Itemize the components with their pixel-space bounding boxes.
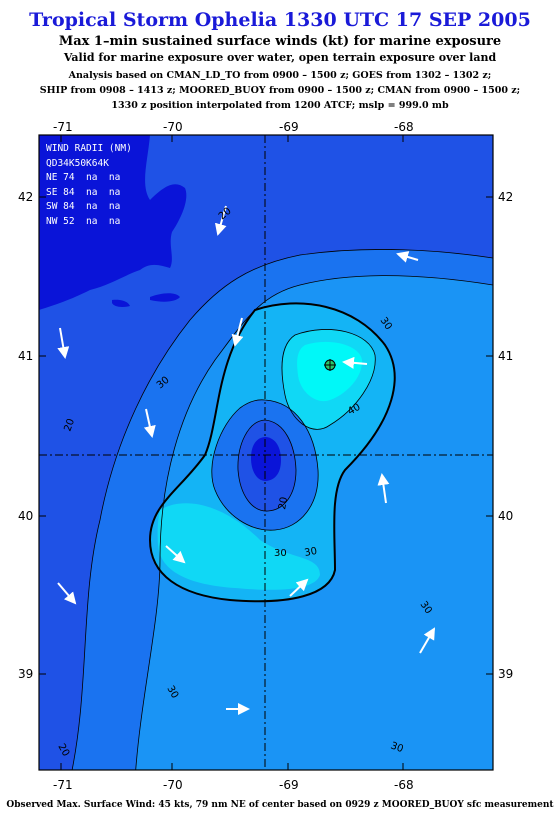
lat-label-right: 40 (498, 509, 513, 523)
observed-max-marker (324, 359, 336, 371)
map-subtitle-exposure: Valid for marine exposure over water, op… (63, 51, 497, 64)
wind-vector (57, 327, 70, 359)
wind-vector (289, 578, 309, 597)
contour-line-inner-2 (237, 419, 297, 512)
contour-label: 20 (277, 496, 290, 510)
wind-vectors (57, 205, 436, 715)
fill-level-45 (297, 341, 363, 402)
lon-label-bottom: -68 (394, 778, 414, 792)
wind-vector (214, 205, 227, 236)
wind-radii-row-nw: NW 52 na na (46, 215, 121, 227)
lat-label-right: 42 (498, 190, 513, 204)
contour-line-outer-30 (135, 275, 493, 770)
analysis-line-3: 1330 z position interpolated from 1200 A… (111, 100, 449, 111)
land-islands (112, 293, 180, 307)
wind-radii-header: WIND RADII (NM) (46, 143, 132, 154)
analysis-line-2: SHIP from 0908 – 1413 z; MOORED_BUOY fro… (39, 85, 521, 96)
wind-vector (342, 356, 368, 369)
contour-label: 30 (304, 546, 318, 559)
wind-vector (396, 251, 419, 263)
lat-label-right: 39 (498, 667, 513, 681)
contour-line-20 (71, 249, 493, 770)
wind-vector (57, 582, 77, 605)
lat-label-left: 42 (18, 190, 33, 204)
contour-label: 30 (274, 548, 287, 559)
analysis-line-1: Analysis based on CMAN_LD_TO from 0900 –… (68, 70, 492, 81)
axis-ticks (39, 135, 493, 770)
fill-level-40-south (157, 503, 320, 590)
contour-line-30 (148, 302, 396, 603)
map-title: Tropical Storm Ophelia 1330 UTC 17 SEP 2… (29, 9, 531, 31)
wind-radii-table: WIND RADII (NM) QD34K50K64K NE 74 na na SE … (46, 142, 132, 229)
map-subtitle: Max 1–min sustained surface winds (kt) f… (58, 34, 502, 49)
lon-label-bottom: -71 (53, 778, 73, 792)
observed-max-wind-note: Observed Max. Surface Wind: 45 kts, 79 n… (6, 800, 554, 810)
analysis-sources: Analysis based on CMAN_LD_TO from 0900 –… (0, 68, 560, 113)
lat-label-left: 40 (18, 509, 33, 523)
center-crosshair (39, 135, 493, 770)
lon-label-top: -68 (394, 120, 414, 134)
land-new-england (39, 135, 187, 310)
lon-label-bottom: -69 (279, 778, 299, 792)
lon-label-bottom: -70 (163, 778, 183, 792)
lon-label-top: -71 (53, 120, 73, 134)
wind-radii-row-se: SE 84 na na (46, 186, 121, 198)
plot-frame (38, 134, 494, 771)
wind-vector (419, 627, 436, 654)
lon-label-top: -69 (279, 120, 299, 134)
lat-label-left: 39 (18, 667, 33, 681)
wind-vector (165, 545, 186, 564)
lat-label-left: 41 (18, 349, 33, 363)
wind-radii-columns: QD34K50K64K (46, 157, 109, 169)
lat-label-right: 41 (498, 349, 513, 363)
contour-label: 20 (62, 417, 77, 433)
contour-lines (71, 249, 493, 770)
axis-labels: -71 -70 -69 -68 -71 -70 -69 -68 42 41 40… (18, 120, 513, 792)
wind-vector (143, 408, 156, 438)
contour-labels: 20 30 30 40 20 30 30 30 20 30 30 20 (55, 206, 433, 759)
contour-line-inner-1 (211, 399, 319, 531)
wind-radii-row-sw: SW 84 na na (46, 201, 121, 212)
wind-radii-row-ne: NE 74 na na (46, 172, 121, 183)
wind-vector (231, 317, 244, 347)
wind-vector (377, 473, 390, 504)
contour-line-40 (281, 329, 376, 430)
lon-label-top: -70 (163, 120, 183, 134)
contour-fills (39, 135, 493, 770)
fill-inner-core (251, 437, 281, 481)
contour-label: 30 (389, 740, 405, 755)
